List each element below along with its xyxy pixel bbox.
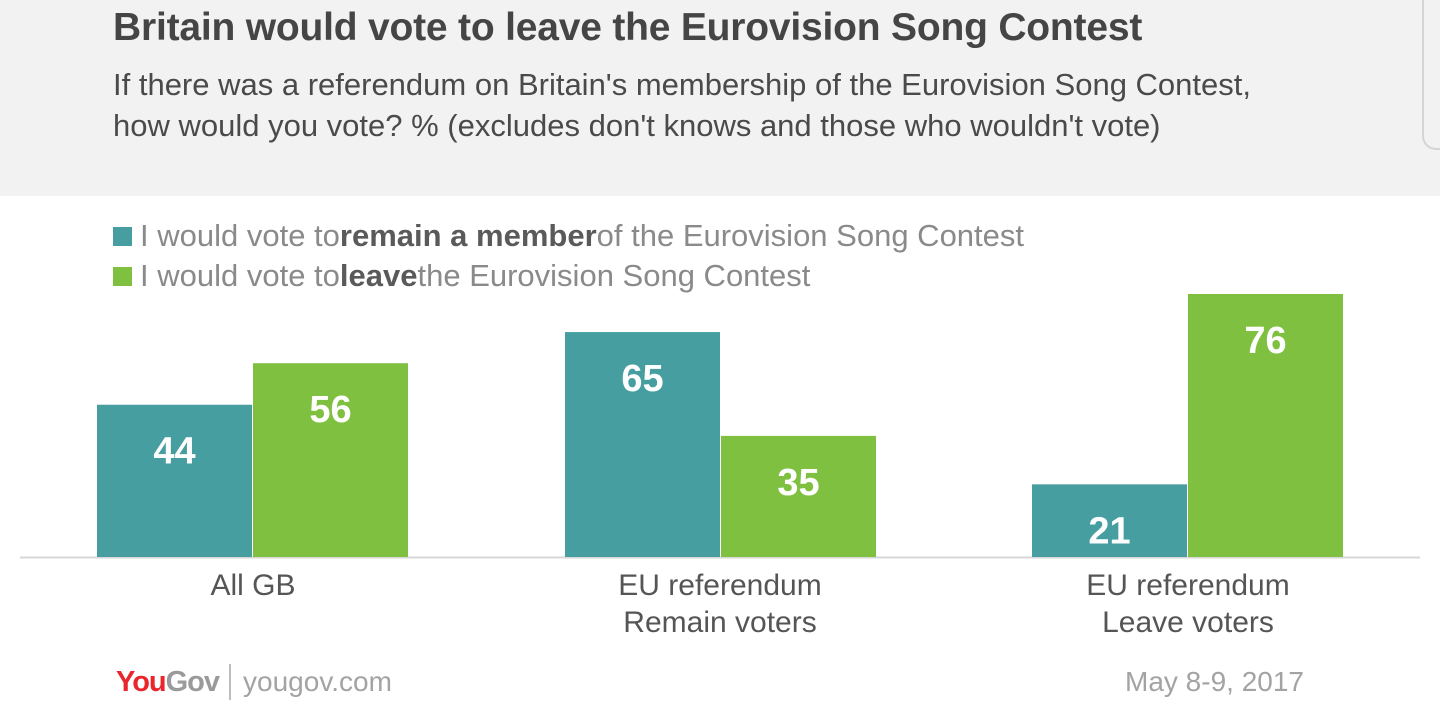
bar-remain-2 (1032, 484, 1187, 557)
chart-title: Britain would vote to leave the Eurovisi… (113, 6, 1143, 49)
legend: I would vote to remain a member of the E… (113, 216, 1024, 296)
category-label-2-1: Leave voters (1102, 606, 1274, 639)
legend-bold: leave (339, 258, 418, 293)
category-label-1-1: Remain voters (623, 606, 816, 639)
footer-brand: YouGov yougov.com (116, 664, 392, 700)
footer-divider (229, 664, 232, 700)
header-band (0, 0, 1440, 196)
bar-leave-0 (253, 363, 408, 557)
bar-remain-1 (565, 332, 720, 557)
bar-leave-2 (1188, 294, 1343, 557)
legend-bold: remain a member (339, 218, 597, 253)
category-label-2-0: EU referendum (1086, 569, 1289, 602)
data-label-remain-0: 44 (153, 431, 195, 473)
data-label-leave-1: 35 (777, 462, 819, 504)
bar-remain-0 (97, 404, 252, 557)
yougov-logo: YouGov (116, 665, 220, 698)
legend-swatch-leave (113, 266, 132, 286)
data-label-remain-1: 65 (621, 358, 663, 400)
window-edge (1422, 0, 1440, 150)
legend-pre: I would vote to (140, 218, 340, 253)
legend-item-remain: I would vote to remain a member of the E… (113, 216, 1024, 256)
legend-item-leave: I would vote to leave the Eurovision Son… (113, 256, 1024, 296)
footer-date: May 8-9, 2017 (1125, 666, 1304, 697)
category-label-1-0: EU referendum (618, 569, 821, 602)
chart-subtitle: If there was a referendum on Britain's m… (113, 67, 1251, 143)
bar-leave-1 (721, 435, 876, 557)
category-label-0-0: All GB (210, 569, 295, 602)
legend-swatch-remain (113, 226, 132, 246)
data-label-leave-2: 76 (1244, 320, 1286, 362)
footer-site: yougov.com (243, 666, 392, 697)
legend-post: of the Eurovision Song Contest (596, 218, 1025, 253)
data-label-remain-2: 21 (1088, 510, 1130, 552)
data-label-leave-0: 56 (309, 389, 351, 431)
legend-pre: I would vote to (140, 258, 340, 293)
legend-post: the Eurovision Song Contest (417, 258, 811, 293)
